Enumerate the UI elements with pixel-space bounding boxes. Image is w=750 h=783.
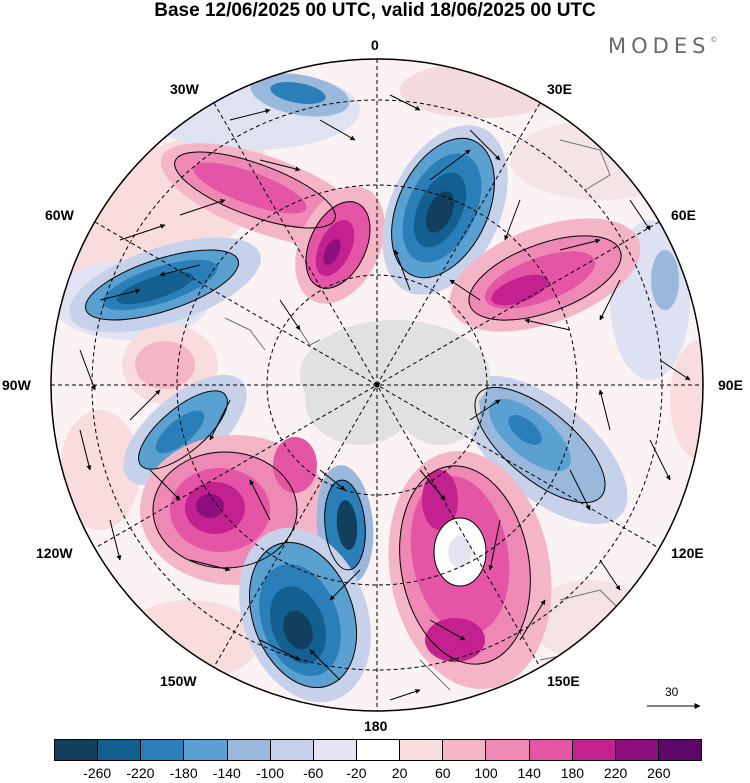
colorbar-tick-label: -20 xyxy=(346,765,367,781)
colorbar xyxy=(54,739,702,761)
colorbar-cell xyxy=(184,740,228,760)
anomaly-high-north xyxy=(295,186,385,304)
colorbar-tick-label: 220 xyxy=(603,765,628,781)
anomaly-low-60w xyxy=(69,237,261,333)
modes-logo: MODES© xyxy=(608,34,717,58)
colorbar-tick-label: 60 xyxy=(435,765,451,781)
lon-label-30w: 30W xyxy=(170,81,199,97)
lon-label-60w: 60W xyxy=(45,207,74,223)
colorbar-tick-label: 140 xyxy=(517,765,541,781)
anomaly-field xyxy=(51,59,703,711)
lon-label-30e: 30E xyxy=(547,81,572,97)
colorbar-ticks: -260 -220 -180 -140 -100 -60 -20 20 60 100 140 180 2… xyxy=(54,765,702,781)
anomaly-high-150e xyxy=(388,451,552,689)
lon-label-90e: 90E xyxy=(718,377,743,393)
colorbar-tick-label: -220 xyxy=(126,765,155,781)
map-title: Base 12/06/2025 00 UTC, valid 18/06/2025… xyxy=(154,0,596,21)
lon-label-120e: 120E xyxy=(671,545,704,561)
colorbar-tick-label: 100 xyxy=(474,765,498,781)
colorbar-tick-label: 20 xyxy=(391,765,408,781)
brand-mark: © xyxy=(710,36,718,44)
anomaly-low-north xyxy=(382,125,508,295)
anomaly-low-75e xyxy=(651,250,679,310)
colorbar-cell xyxy=(227,740,271,760)
anomaly-low-30w xyxy=(250,73,350,117)
lon-label-60e: 60E xyxy=(671,207,696,223)
colorbar-tick-label: -100 xyxy=(255,765,285,781)
contours xyxy=(84,137,622,689)
polar-map xyxy=(50,58,704,712)
reference-vector-label: 30 xyxy=(665,685,679,699)
lon-label-150e: 150E xyxy=(547,673,580,689)
colorbar-cell xyxy=(270,740,314,760)
colorbar-cell xyxy=(615,740,659,760)
lon-label-120w: 120W xyxy=(36,545,73,561)
colorbar-tick-label: -260 xyxy=(83,765,112,781)
anomaly-low-90e xyxy=(462,375,628,525)
lon-label-180: 180 xyxy=(364,718,388,734)
brand-name: MODES xyxy=(608,34,711,58)
colorbar-cell xyxy=(443,740,487,760)
colorbar-cell xyxy=(141,740,185,760)
colorbar-cell xyxy=(313,740,357,760)
colorbar-cell xyxy=(400,740,444,760)
colorbar-tick-label: -60 xyxy=(303,765,324,781)
colorbar-cell xyxy=(658,740,702,760)
south-pole-marker xyxy=(374,382,380,388)
colorbar-tick-label: -180 xyxy=(169,765,198,781)
lon-label-90w: 90W xyxy=(2,377,31,393)
colorbar-cell xyxy=(572,740,616,760)
colorbar-cell xyxy=(486,740,530,760)
colorbar-cell xyxy=(55,740,99,760)
colorbar-tick-label: 260 xyxy=(647,765,671,781)
lon-label-150w: 150W xyxy=(160,673,197,689)
map-border xyxy=(50,58,704,712)
anomaly-low-90w xyxy=(123,374,247,486)
colorbar-cell xyxy=(356,740,401,760)
anomaly-high-60e xyxy=(449,218,641,332)
lon-label-0: 0 xyxy=(371,37,379,53)
colorbar-cell xyxy=(98,740,142,760)
colorbar-tick-label: 180 xyxy=(560,765,585,781)
colorbar-cell xyxy=(529,740,573,760)
anomaly-low-150w xyxy=(239,527,371,703)
colorbar-tick-label: -140 xyxy=(212,765,241,781)
